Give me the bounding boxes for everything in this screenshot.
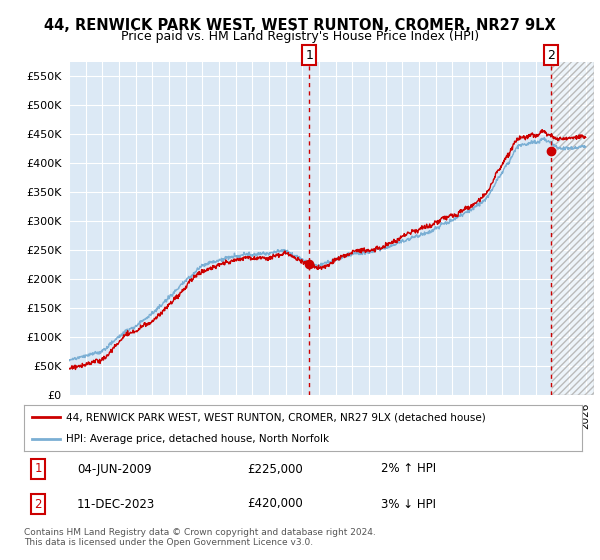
Text: 44, RENWICK PARK WEST, WEST RUNTON, CROMER, NR27 9LX (detached house): 44, RENWICK PARK WEST, WEST RUNTON, CROM… — [66, 412, 485, 422]
Text: Price paid vs. HM Land Registry's House Price Index (HPI): Price paid vs. HM Land Registry's House … — [121, 30, 479, 43]
Text: Contains HM Land Registry data © Crown copyright and database right 2024.
This d: Contains HM Land Registry data © Crown c… — [24, 528, 376, 547]
Text: 44, RENWICK PARK WEST, WEST RUNTON, CROMER, NR27 9LX: 44, RENWICK PARK WEST, WEST RUNTON, CROM… — [44, 18, 556, 32]
Text: 04-JUN-2009: 04-JUN-2009 — [77, 463, 152, 475]
Text: 2: 2 — [547, 49, 555, 62]
Text: 2: 2 — [34, 497, 42, 511]
Text: 1: 1 — [305, 49, 313, 62]
Text: HPI: Average price, detached house, North Norfolk: HPI: Average price, detached house, Nort… — [66, 435, 329, 444]
Text: 2% ↑ HPI: 2% ↑ HPI — [381, 463, 436, 475]
Text: £420,000: £420,000 — [247, 497, 303, 511]
Text: 1: 1 — [34, 463, 42, 475]
Text: £225,000: £225,000 — [247, 463, 303, 475]
Text: 3% ↓ HPI: 3% ↓ HPI — [381, 497, 436, 511]
Text: 11-DEC-2023: 11-DEC-2023 — [77, 497, 155, 511]
